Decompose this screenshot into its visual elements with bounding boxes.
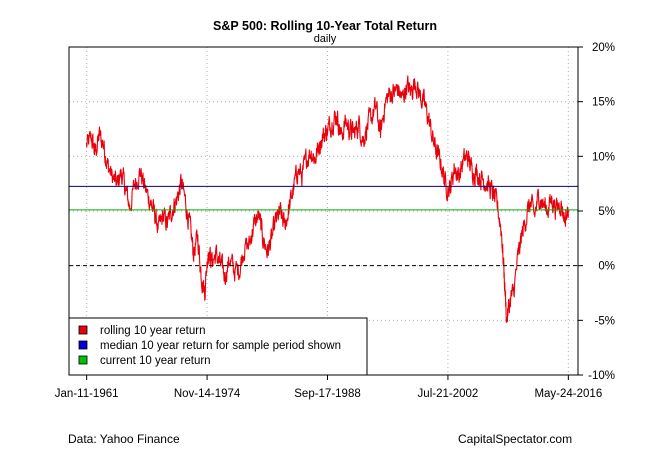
reference-lines — [69, 185, 578, 267]
chart-title: S&P 500: Rolling 10-Year Total Return — [213, 19, 437, 33]
y-tick-label: 15% — [592, 97, 615, 109]
legend-label: rolling 10 year return — [100, 325, 205, 337]
x-tick-label: Jan-11-1961 — [55, 388, 119, 400]
brand-credit: CapitalSpectator.com — [458, 432, 573, 446]
y-tick-label: 0% — [598, 261, 615, 273]
y-axis: -10% -5% 0% 5% 10% 15% 20% — [578, 42, 615, 382]
legend-label: median 10 year return for sample period … — [100, 340, 341, 352]
legend-box — [68, 317, 368, 376]
data-source-note: Data: Yahoo Finance — [68, 432, 180, 446]
rolling-return-line — [85, 75, 569, 323]
legend-swatch — [78, 355, 88, 365]
x-tick-label: May-24-2016 — [534, 388, 602, 400]
x-tick-label: Jul-21-2002 — [418, 388, 479, 400]
y-tick-label: 20% — [592, 42, 615, 54]
y-tick-label: 5% — [598, 206, 615, 218]
x-tick-label: Sep-17-1988 — [294, 388, 361, 400]
chart-subtitle: daily — [314, 33, 337, 45]
y-tick-label: -10% — [588, 370, 615, 382]
legend-label: current 10 year return — [100, 355, 211, 367]
y-tick-label: -5% — [595, 315, 615, 327]
series-layer — [85, 75, 569, 323]
legend-swatch — [78, 340, 88, 350]
x-axis: Jan-11-1961 Nov-14-1974 Sep-17-1988 Jul-21-… — [55, 374, 602, 400]
legend-swatch — [78, 325, 88, 335]
x-tick-label: Nov-14-1974 — [174, 388, 241, 400]
y-tick-label: 10% — [592, 151, 615, 163]
legend: rolling 10 year return median 10 year ret… — [68, 317, 368, 376]
